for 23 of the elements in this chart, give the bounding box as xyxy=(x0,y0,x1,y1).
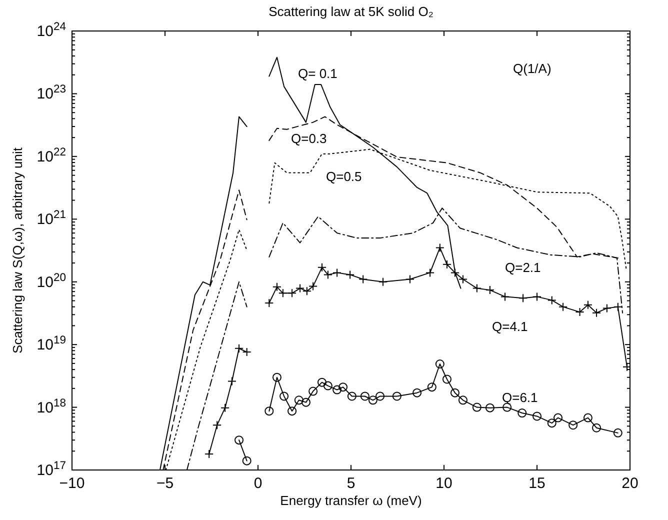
y-tick-label: 10$^{21}$ xyxy=(36,209,66,228)
series-label: Q=0.5 xyxy=(326,169,362,184)
x-tick-label: 20 xyxy=(622,475,638,492)
x-tick-label: −5 xyxy=(156,475,174,492)
x-axis-title: Energy transfer ω (meV) xyxy=(280,493,422,508)
series-label: Q= 0.1 xyxy=(298,66,338,81)
y-tick-label: 10$^{23}$ xyxy=(36,84,66,103)
y-tick-label: 10$^{24}$ xyxy=(36,21,66,40)
y-axis-title: Scattering law S(Q,ω), arbitrary unit xyxy=(10,147,25,354)
x-tick-label: 10 xyxy=(436,475,452,492)
y-tick-label: 10$^{22}$ xyxy=(36,146,66,166)
series-label: Q=6.1 xyxy=(502,390,538,405)
chart-title: Scattering law at 5K solid O₂ xyxy=(268,4,434,19)
x-tick-label: 15 xyxy=(528,475,546,492)
x-tick-label: 0 xyxy=(254,475,262,492)
y-tick-label: 10$^{20}$ xyxy=(36,272,66,291)
legend-title: Q(1/A) xyxy=(513,61,552,76)
series-label: Q=0.3 xyxy=(291,131,327,146)
x-tick-label: 5 xyxy=(346,475,356,492)
y-tick-label: 10$^{18}$ xyxy=(36,397,66,416)
series-label: Q=4.1 xyxy=(492,319,528,334)
y-tick-label: 10$^{19}$ xyxy=(36,334,66,354)
series-label: Q=2.1 xyxy=(505,260,541,275)
